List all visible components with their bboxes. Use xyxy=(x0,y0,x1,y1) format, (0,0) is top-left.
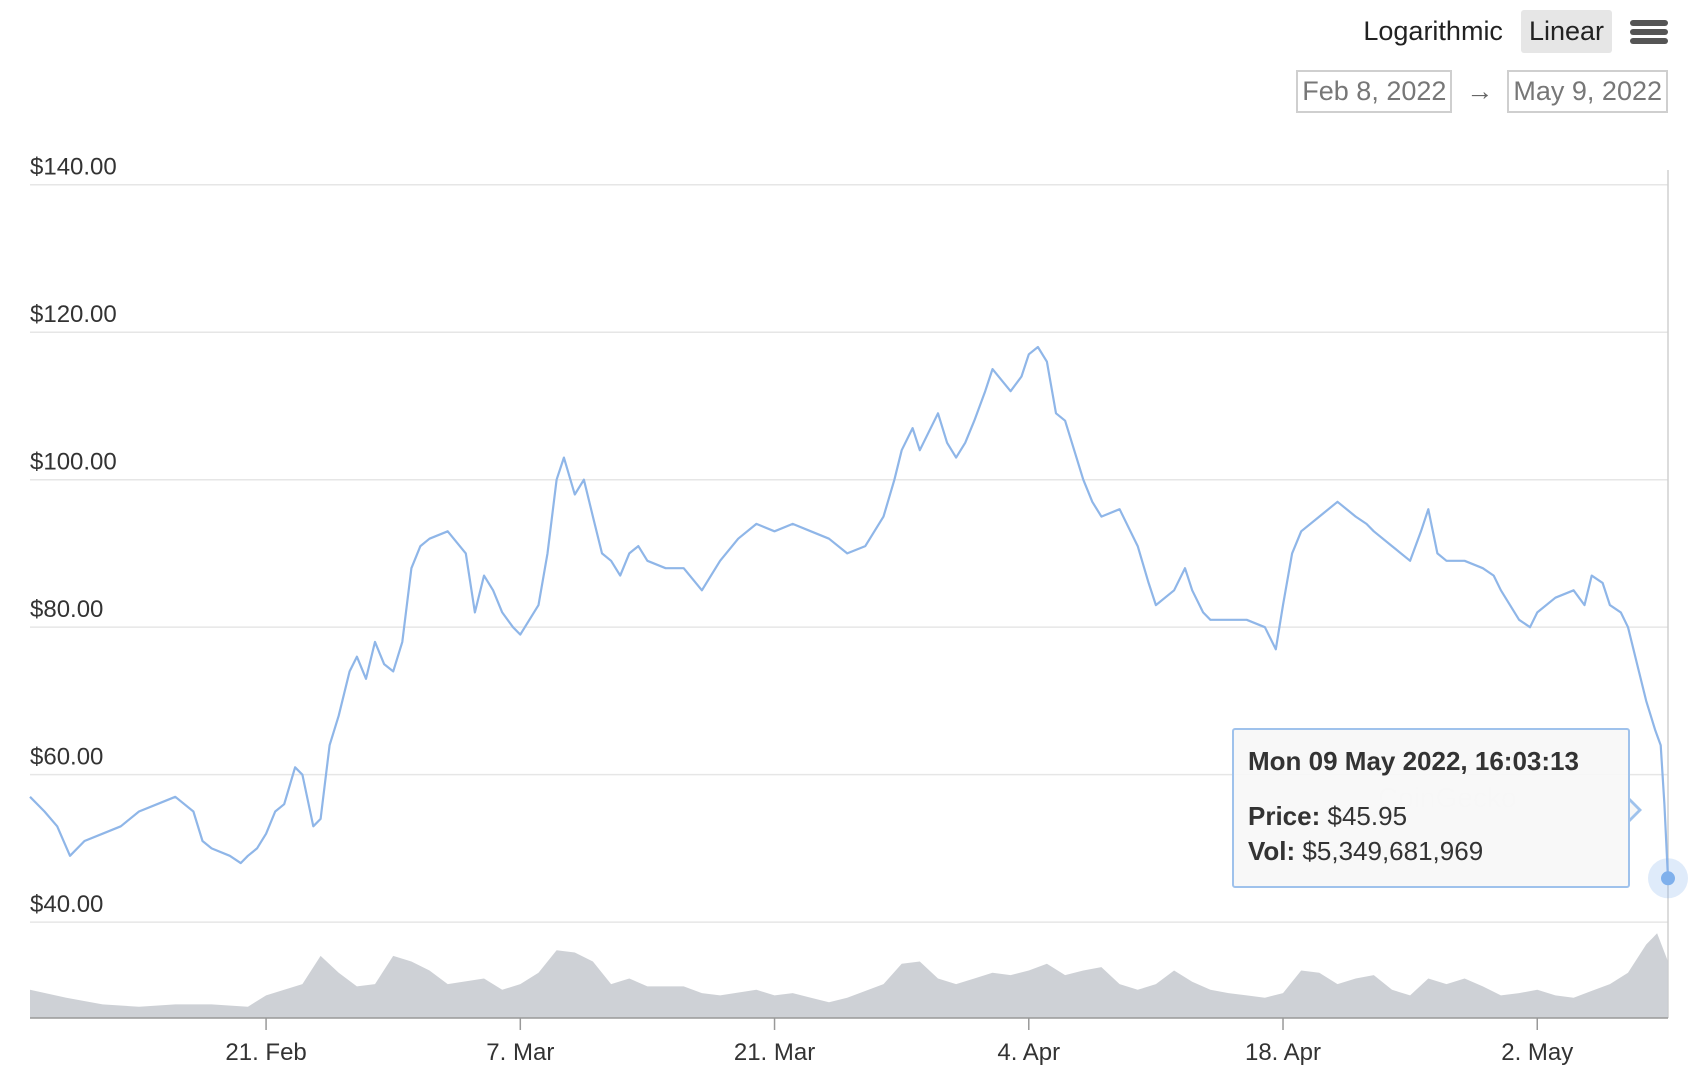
tooltip-date: Mon 09 May 2022, 16:03:13 xyxy=(1248,746,1579,776)
volume-area xyxy=(30,933,1668,1019)
y-tick-label: $120.00 xyxy=(30,301,117,328)
x-tick-label: 18. Apr xyxy=(1245,1039,1321,1066)
volume-area-fill xyxy=(30,933,1668,1018)
x-tick-label: 21. Feb xyxy=(225,1039,306,1066)
x-tick-label: 4. Apr xyxy=(997,1039,1060,1066)
y-tick-label: $140.00 xyxy=(30,154,117,181)
menu-bar xyxy=(1630,28,1668,35)
y-axis: $140.00 $120.00 $100.00 $80.00 $60.00 $40.00 xyxy=(30,154,117,918)
x-axis: 21. Feb 7. Mar 21. Mar 4. Apr 18. Apr 2. May xyxy=(225,1018,1573,1066)
hamburger-menu-icon[interactable] xyxy=(1630,15,1668,49)
price-line xyxy=(29,345,1670,879)
linear-scale-button[interactable]: Linear xyxy=(1520,10,1612,53)
hover-marker xyxy=(1661,871,1675,886)
y-tick-label: $60.00 xyxy=(30,744,103,771)
y-tick-label: $100.00 xyxy=(30,449,117,476)
price-tooltip: Mon 09 May 2022, 16:03:13 Price: $45.95 … xyxy=(1232,728,1630,888)
tooltip-price-row: Price: $45.95 xyxy=(1248,801,1614,832)
hover-marker-layer xyxy=(1648,858,1688,899)
logarithmic-scale-button[interactable]: Logarithmic xyxy=(1363,16,1503,46)
date-range-selector: Feb 8, 2022 → May 9, 2022 xyxy=(1296,70,1668,113)
date-from-input[interactable]: Feb 8, 2022 xyxy=(1296,70,1453,113)
price-line-layer xyxy=(29,345,1670,879)
tooltip-volume-value: $5,349,681,969 xyxy=(1302,836,1484,866)
grid-layer xyxy=(30,170,1669,1018)
menu-bar xyxy=(1630,37,1668,44)
tooltip-price-label: Price: xyxy=(1248,801,1321,831)
tooltip-volume-label: Vol: xyxy=(1248,836,1296,866)
date-to-input[interactable]: May 9, 2022 xyxy=(1507,70,1668,113)
menu-bar xyxy=(1630,19,1668,26)
x-tick-label: 7. Mar xyxy=(486,1039,554,1066)
arrow-right-icon: → xyxy=(1466,76,1494,106)
chart-toolbar: Logarithmic Linear xyxy=(1355,10,1668,53)
x-tick-label: 21. Mar xyxy=(734,1039,815,1066)
tooltip-volume-row: Vol: $5,349,681,969 xyxy=(1248,836,1614,867)
tooltip-price-value: $45.95 xyxy=(1327,801,1408,831)
y-tick-label: $40.00 xyxy=(30,891,103,918)
x-tick-label: 2. May xyxy=(1501,1039,1573,1066)
y-tick-label: $80.00 xyxy=(30,596,103,623)
